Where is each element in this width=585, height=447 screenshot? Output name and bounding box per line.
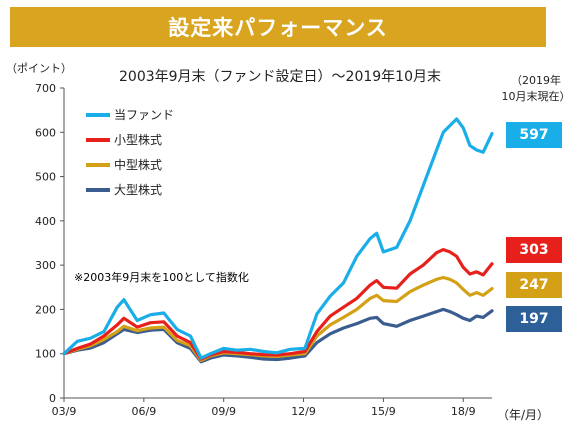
x-tick-label: 15/9: [371, 405, 396, 418]
banner: 設定来パフォーマンス: [10, 7, 546, 47]
end-value-badge-large-cap: 197: [506, 306, 562, 332]
y-tick-label: 600: [35, 126, 56, 139]
x-tick-label: 12/9: [291, 405, 316, 418]
legend-label-3: 大型株式: [114, 182, 162, 197]
x-tick-label: 18/9: [451, 405, 476, 418]
x-axis-unit: （年/月）: [497, 408, 550, 422]
y-tick-label: 100: [35, 348, 56, 361]
y-tick-label: 300: [35, 259, 56, 272]
y-tick-label: 400: [35, 215, 56, 228]
banner-title: 設定来パフォーマンス: [168, 16, 388, 40]
chart-note: ※2003年9月末を100として指数化: [74, 270, 249, 284]
y-tick-label: 200: [35, 303, 56, 316]
y-tick-label: 0: [49, 392, 56, 405]
chart-lines: [62, 117, 494, 364]
legend-label-0: 当ファンド: [114, 108, 174, 122]
y-axis-unit: （ポイント）: [6, 62, 72, 75]
series-line-2: [62, 275, 494, 362]
chart-axes: 0 100 200 300 400 500 600 700 03/9 06/9 09/9 12/9 15…: [35, 82, 492, 418]
series-line-0: [62, 117, 494, 360]
period-label-line1: （2019年: [511, 74, 561, 87]
y-tick-label: 500: [35, 171, 56, 184]
end-value-badge-fund: 597: [506, 122, 562, 148]
x-tick-label: 09/9: [211, 405, 236, 418]
chart-subtitle: 2003年9月末（ファンド設定日）～2019年10月末: [119, 69, 441, 85]
legend-label-1: 小型株式: [114, 132, 162, 147]
end-value-badge-small-cap: 303: [506, 237, 562, 263]
y-tick-label: 700: [35, 82, 56, 95]
period-label: （2019年 10月末現在）: [496, 73, 576, 105]
series-line-3: [62, 307, 494, 364]
period-label-line2: 10月末現在）: [501, 90, 571, 103]
x-tick-label: 03/9: [52, 405, 77, 418]
end-value-badge-mid-cap: 247: [506, 272, 562, 298]
legend-label-2: 中型株式: [114, 157, 162, 172]
x-tick-label: 06/9: [131, 405, 156, 418]
series-line-1: [62, 248, 494, 361]
